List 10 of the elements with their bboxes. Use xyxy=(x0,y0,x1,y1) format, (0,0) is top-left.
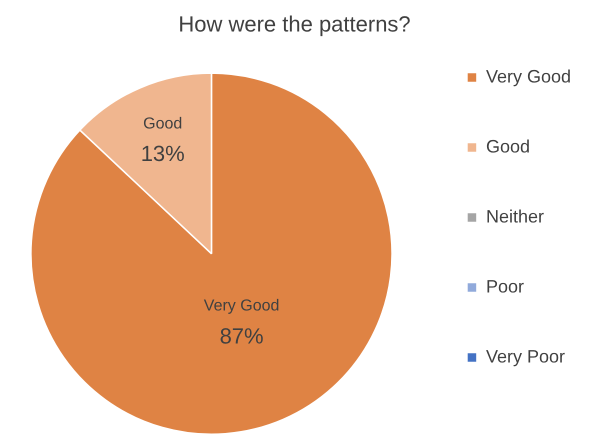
chart-title: How were the patterns? xyxy=(178,11,411,36)
legend-label: Neither xyxy=(486,206,544,226)
legend-label: Very Good xyxy=(486,66,572,86)
slice-label: Good xyxy=(143,115,182,132)
legend-label: Poor xyxy=(486,276,524,296)
data-label: 13% xyxy=(140,141,185,166)
legend-label: Good xyxy=(486,136,530,156)
slice-label: Very Good xyxy=(204,298,280,315)
legend-label: Very Poor xyxy=(486,346,565,366)
data-label: 87% xyxy=(220,323,264,348)
